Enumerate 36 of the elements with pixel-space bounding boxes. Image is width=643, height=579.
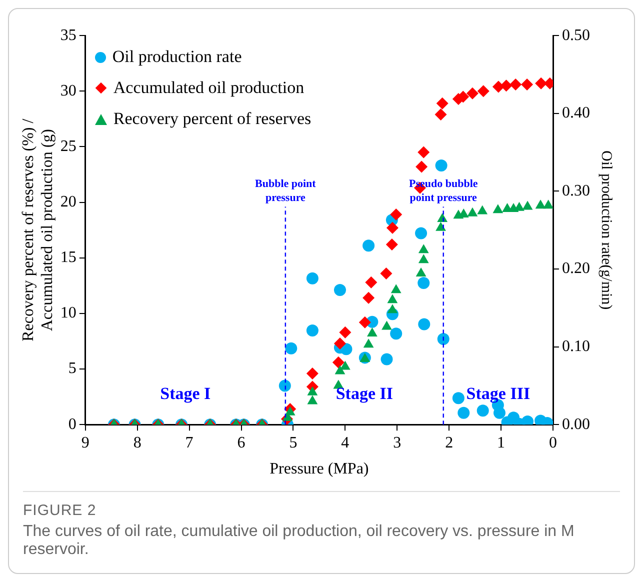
y2-tick-label: 0.10 (562, 338, 590, 356)
y-tick-label: 5 (68, 360, 76, 378)
legend-label: Oil production rate (112, 47, 242, 68)
y2-tick-label: 0.20 (562, 260, 590, 278)
x-tick-label: 7 (185, 434, 194, 452)
annotation: Stage III (466, 384, 530, 403)
x-tick-label: 9 (81, 434, 90, 452)
y2-tick-label: 0.40 (562, 104, 590, 122)
x-tick-label: 4 (341, 434, 350, 452)
x-tick-label: 5 (289, 434, 298, 452)
y-tick-label: 20 (60, 194, 76, 211)
y-tick-label: 35 (60, 26, 76, 44)
legend-label: Accumulated oil production (113, 78, 304, 98)
x-tick-label: 2 (445, 434, 454, 452)
x-tick-label: 1 (497, 434, 506, 452)
x-tick-label: 8 (133, 434, 142, 452)
ref-line-label: Bubble point pressure (255, 178, 316, 204)
y-tick-label: 15 (60, 249, 76, 266)
annotation: Stage I (160, 384, 212, 403)
x-tick-label: 0 (549, 434, 557, 452)
x-axis-title: Pressure (MPa) (270, 460, 369, 478)
y-tick-label: 25 (60, 138, 76, 155)
legend-label: Recovery percent of reserves (113, 109, 312, 130)
y-tick-label: 0 (68, 416, 76, 433)
y-tick-label: 30 (60, 82, 76, 100)
annotation: Stage II (336, 384, 394, 403)
y-tick-label: 10 (60, 304, 76, 322)
y2-tick-label: 0.00 (562, 416, 590, 433)
y2-tick-label: 0.50 (562, 26, 590, 44)
x-tick-label: 6 (237, 434, 246, 452)
y2-axis-title: Oil production rate(g/min) (598, 150, 614, 310)
text: The curves of oil rate, cumulative oil production, oil recovery vs. pressure in M reservoir. (23, 523, 576, 559)
caption: FIGURE 2 (23, 502, 98, 519)
x-tick-label: 3 (393, 434, 402, 452)
y-axis-title: Recovery percent of reserves (%) / Accumulated oil production (g) (20, 118, 56, 342)
y2-tick-label: 0.30 (562, 182, 590, 200)
